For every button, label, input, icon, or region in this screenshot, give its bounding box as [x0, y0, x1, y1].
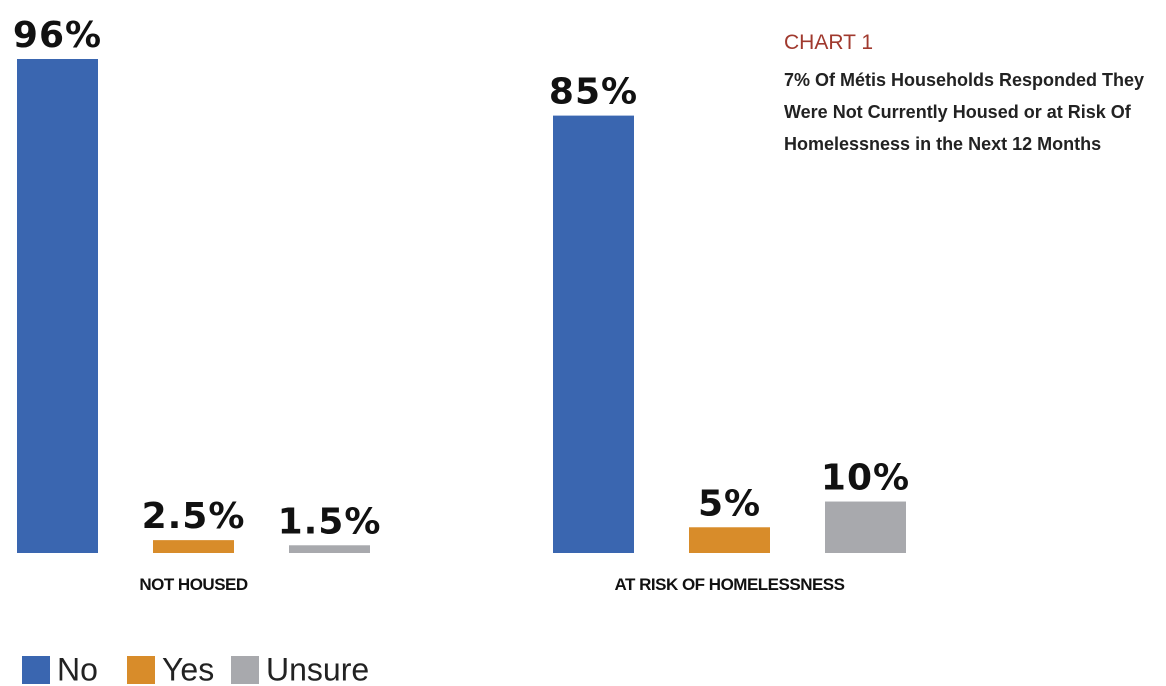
bar: [17, 59, 98, 553]
value-label: 1.5%: [278, 501, 382, 542]
x-tick-label: NOT HOUSED: [139, 575, 248, 594]
value-label: 85%: [549, 72, 638, 113]
value-label: 10%: [821, 458, 910, 499]
x-tick-label: AT RISK OF HOMELESSNESS: [615, 575, 845, 594]
bar: [553, 115, 634, 554]
bar: [289, 545, 370, 553]
legend-label: Yes: [162, 651, 214, 686]
bar: [689, 527, 770, 553]
chart-subtitle: 7% Of Métis Households Responded They We…: [784, 70, 1145, 154]
value-label: 96%: [13, 15, 102, 56]
legend-swatch: [127, 656, 155, 684]
legend-swatch: [22, 656, 50, 684]
value-label: 5%: [698, 483, 761, 524]
legend-swatch: [231, 656, 259, 684]
legend-label: No: [57, 651, 98, 686]
legend-label: Unsure: [266, 651, 369, 686]
value-label: 2.5%: [142, 496, 246, 537]
bar: [153, 540, 234, 553]
bar: [825, 501, 906, 553]
chart-title: CHART 1: [784, 31, 874, 54]
